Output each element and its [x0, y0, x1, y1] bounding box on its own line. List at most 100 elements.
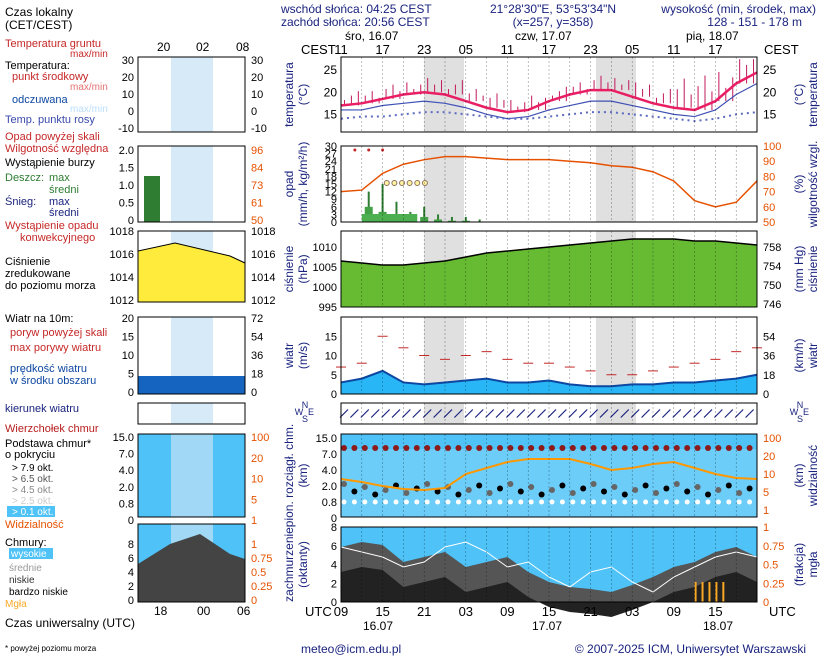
cloud-base-light-dot	[341, 499, 347, 505]
wind-arrow	[578, 409, 588, 418]
night-band	[596, 403, 636, 424]
cloud-base-light-dot	[726, 499, 732, 505]
wind-arrow	[734, 409, 744, 418]
cover-tick-left: 2	[331, 578, 337, 590]
cloud-top-dot	[580, 445, 587, 451]
y-label-left: ciśnienie	[282, 245, 296, 292]
panel-winddir: N NW WS SE E	[295, 400, 809, 425]
cloud-base-dot	[642, 482, 649, 489]
legend-night-band	[171, 57, 213, 132]
legend-precip-tick-right: 50	[251, 215, 263, 227]
cloud-base-dot	[403, 490, 410, 496]
precip-tick-left: 12	[325, 187, 337, 199]
legend-local-time-sub: (CET/CEST)	[5, 18, 72, 32]
wind-tick-right: 0	[763, 389, 769, 401]
legend-oct-79: > 7.9 okt.	[12, 463, 53, 474]
rain-above-dot	[367, 148, 371, 152]
wind-tick-left: 0	[331, 389, 337, 401]
legend-cloud-cover: o pokryciu	[5, 449, 55, 461]
cloud-tick-left: 2.0	[322, 481, 337, 493]
cloud-base-dot	[673, 481, 680, 487]
cloud-base-light-dot	[663, 499, 669, 505]
legend-clouds-mid: średnie	[9, 563, 42, 574]
legend-panel-frame	[137, 316, 246, 395]
legend-rain-above: Opad powyżej skali	[5, 131, 100, 143]
y-label-right: ciśnienie	[806, 245, 820, 292]
legend-clouds-title: Chmury:	[5, 537, 47, 549]
cloud-tick-right: 5	[763, 487, 769, 499]
cloud-top-dot	[715, 445, 722, 451]
precip-tick-right: 100	[763, 141, 781, 153]
cloud-base-light-dot	[424, 499, 430, 505]
legend-night-band	[171, 403, 213, 424]
wind-tick-right: 18	[763, 370, 775, 382]
cloud-base-dot	[569, 490, 576, 496]
pressure-tick-right: 754	[763, 261, 781, 273]
cloud-base-dot	[684, 488, 691, 495]
legend-local-tick-1: 20	[157, 40, 171, 54]
cloud-base-dot	[497, 485, 503, 492]
cloud-base-dot	[361, 484, 368, 490]
compass-letter-left: N	[302, 400, 309, 410]
cloud-top-dot	[382, 445, 389, 451]
cloud-base-dot	[538, 491, 545, 498]
cloud-top-dot	[653, 445, 659, 451]
legend-cover-tick-right: 0.75	[251, 553, 272, 565]
legend-rain-max: max	[49, 172, 70, 184]
y-label-right: mgła	[806, 551, 820, 577]
wind-arrow	[651, 409, 661, 418]
precip-tick-right: 50	[763, 217, 775, 229]
cloud-base-dot	[611, 484, 618, 490]
grid-text: (x=257, y=358)	[513, 15, 594, 29]
cloud-base-light-dot	[653, 499, 659, 505]
cloud-top-dot	[497, 445, 503, 451]
legend-column: Czas lokalny (CET/CEST) 20 02 08 Tempera…	[5, 5, 275, 653]
utc-hour-label: 21	[417, 604, 431, 619]
cloud-base-light-dot	[435, 499, 441, 505]
cloud-top-dot	[538, 445, 545, 451]
y-label-right-unit: (mm Hg)	[792, 246, 806, 293]
legend-temp-tick-right: 10	[251, 89, 263, 101]
cloud-base-light-dot	[466, 499, 472, 505]
tz-utc-right: UTC	[769, 604, 796, 619]
legend-oct-25: > 2.5 okt.	[12, 496, 53, 507]
cloud-top-dot	[517, 445, 524, 451]
y-label-left-unit: (°C)	[296, 84, 310, 105]
wind-tick-left: 10	[325, 351, 337, 363]
wind-arrow	[453, 409, 463, 418]
legend-wind-dir: kierunek wiatru	[5, 403, 79, 415]
panel-frame	[340, 230, 758, 308]
fog-bar	[694, 582, 697, 602]
compass-letter-left: S	[302, 414, 308, 424]
legend-panel-frame	[137, 523, 246, 603]
cloud-base-light-dot	[591, 499, 597, 505]
y-label-right: wiatr	[806, 343, 820, 369]
cover-tick-left: 4	[331, 560, 337, 572]
day-utc-1: 16.07	[363, 619, 393, 633]
compass-letter-right: S	[797, 414, 803, 424]
cloud-base-light-dot	[549, 499, 555, 505]
utc-hour-ticks: 09 15 21 03 09 15 21 03 09 15	[334, 604, 723, 619]
legend-wind-tick-left: 5	[128, 369, 134, 381]
legend-cover-tick-right: 0	[251, 595, 257, 607]
cloud-base-dot	[559, 482, 566, 489]
legend-gust-max: max porywy wiatru	[10, 342, 101, 354]
wind-arrow	[505, 409, 515, 418]
cloud-base-light-dot	[445, 499, 451, 505]
y-label-left: pion. rozciągł. chm.	[282, 424, 296, 527]
legend-oct-65: > 6.5 okt.	[12, 474, 53, 485]
storm-dot	[383, 180, 390, 186]
legend-precip-tick-left: 0	[128, 215, 134, 227]
cloud-top-dot	[611, 445, 618, 451]
cloud-base-light-dot	[736, 499, 742, 505]
legend-conv2: konwekcyjnego	[20, 232, 95, 244]
cloud-base-light-dot	[393, 499, 399, 505]
cloud-top-dot	[372, 445, 379, 451]
cloud-top-dot	[486, 445, 493, 451]
footer-email[interactable]: meteo@icm.edu.pl	[301, 642, 401, 656]
wind-arrow	[713, 409, 723, 418]
night-band	[596, 57, 636, 132]
cloud-top-dot	[507, 445, 514, 451]
cover-tick-right: 0.25	[763, 578, 784, 590]
